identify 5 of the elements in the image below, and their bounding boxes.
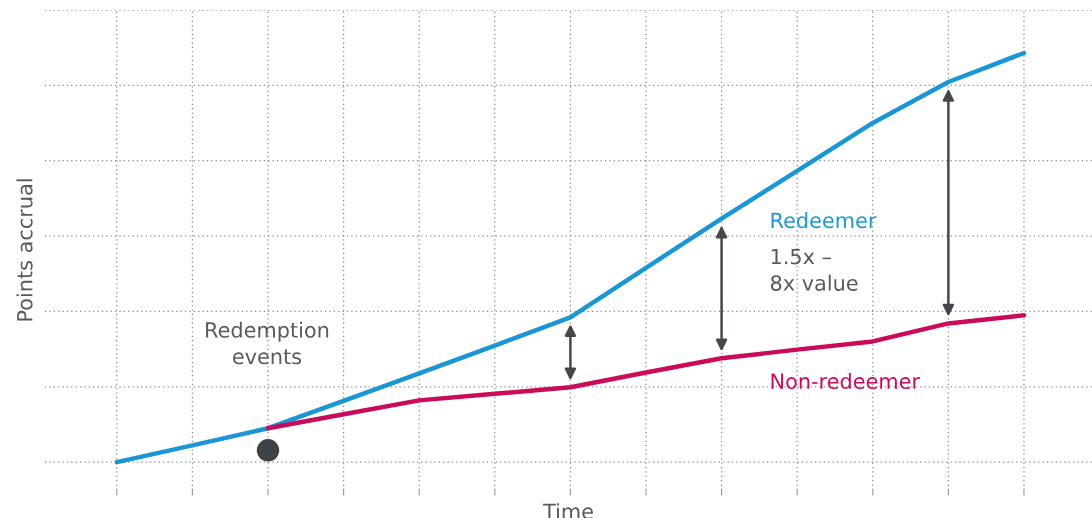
series-label: Non-redeemer [771,372,921,389]
annotation: Redemption events [206,321,329,365]
annotation: 1.5x – 8x value [770,248,858,291]
series-label: Redeemer [771,212,877,229]
y-axis-title: Points accrual [16,179,33,321]
